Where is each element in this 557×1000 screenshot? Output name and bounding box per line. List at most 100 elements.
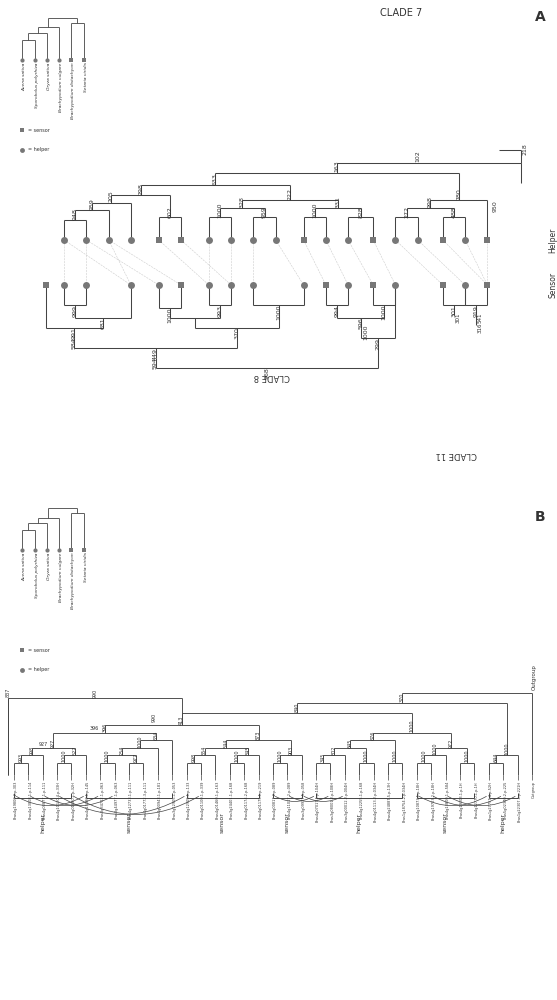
Text: 1000: 1000	[382, 305, 387, 320]
Text: Bras4g19723.2.p-18H: Bras4g19723.2.p-18H	[431, 781, 435, 820]
Text: Sporobolus polyrhiza: Sporobolus polyrhiza	[35, 552, 38, 598]
Text: 1000: 1000	[62, 750, 67, 762]
Text: Bras3g09977.5.p-058: Bras3g09977.5.p-058	[302, 781, 306, 819]
Text: Setaria viridis: Setaria viridis	[84, 62, 87, 93]
Text: Bras4q13008.1.p-114: Bras4q13008.1.p-114	[28, 781, 32, 819]
Text: 331: 331	[335, 196, 340, 208]
Text: Bras3g00012.2.p-004H: Bras3g00012.2.p-004H	[345, 781, 349, 822]
Text: Brachypodium distachyon: Brachypodium distachyon	[71, 552, 75, 609]
Text: 396: 396	[90, 726, 99, 732]
Text: Bras5g02340.2.p-225: Bras5g02340.2.p-225	[503, 781, 507, 819]
Text: 840: 840	[294, 703, 299, 712]
Text: sensor: sensor	[220, 812, 225, 833]
Text: Bras1g18754.2.p-034H: Bras1g18754.2.p-034H	[402, 781, 407, 822]
Text: Bras4g10873.1.p-18H: Bras4g10873.1.p-18H	[417, 781, 421, 820]
Text: 584: 584	[72, 338, 77, 349]
Text: 1000: 1000	[168, 308, 172, 323]
Text: 999: 999	[73, 305, 77, 317]
Text: 837: 837	[6, 688, 11, 697]
Text: = helper: = helper	[28, 147, 49, 152]
Text: Bras4g00877.1.p-111: Bras4g00877.1.p-111	[43, 781, 47, 819]
Text: 676: 676	[370, 731, 375, 740]
Text: 163: 163	[335, 161, 340, 172]
Text: 959: 959	[90, 198, 94, 210]
Text: 205: 205	[109, 191, 114, 202]
Text: helper: helper	[501, 812, 506, 833]
Text: 370: 370	[234, 328, 239, 339]
Text: Outgroup: Outgroup	[532, 664, 537, 690]
Text: 596: 596	[358, 318, 363, 329]
Text: Setaria viridis: Setaria viridis	[84, 552, 87, 582]
Text: 272: 272	[404, 206, 409, 218]
Text: 993: 993	[18, 753, 23, 762]
Text: Bras3g08001.2.p-108H: Bras3g08001.2.p-108H	[330, 781, 335, 822]
Text: Helper: Helper	[549, 227, 557, 253]
Text: 413: 413	[179, 716, 184, 725]
Text: Bras4g07017.1.p-104H: Bras4g07017.1.p-104H	[316, 781, 320, 822]
Text: A: A	[535, 10, 546, 24]
Text: 594: 594	[153, 358, 158, 369]
Text: 488: 488	[452, 206, 456, 218]
Text: Bras4g10130.4.p-33H: Bras4g10130.4.p-33H	[57, 781, 61, 820]
Text: 1000: 1000	[218, 202, 222, 218]
Text: 254: 254	[119, 746, 124, 755]
Text: Bras4g01100.1.p-339: Bras4g01100.1.p-339	[201, 781, 205, 819]
Text: 634: 634	[154, 731, 159, 740]
Text: 1000: 1000	[393, 750, 398, 762]
Text: 998: 998	[30, 746, 35, 755]
Text: Brachypodium vulgare: Brachypodium vulgare	[59, 62, 63, 112]
Text: Brachypodium distachyon: Brachypodium distachyon	[71, 62, 75, 119]
Text: Bras3g12905.1.p-053: Bras3g12905.1.p-053	[172, 781, 176, 819]
Text: Bras4g24887.5.p-13H: Bras4g24887.5.p-13H	[388, 781, 392, 820]
Text: Bras4g12905.1.p-133: Bras4g12905.1.p-133	[187, 781, 190, 819]
Text: 972: 972	[448, 738, 453, 748]
Text: 449: 449	[153, 348, 158, 360]
Text: 1000: 1000	[409, 720, 414, 732]
Text: Bras1g22307.1.p-221H: Bras1g22307.1.p-221H	[517, 781, 521, 822]
Text: 370: 370	[399, 693, 404, 702]
Text: 396: 396	[102, 723, 108, 732]
Text: 780: 780	[456, 188, 461, 200]
Text: 903: 903	[289, 746, 294, 755]
Text: 1000: 1000	[363, 325, 368, 340]
Text: 1000: 1000	[138, 735, 143, 748]
Text: 828: 828	[358, 206, 363, 218]
Text: = sensor: = sensor	[28, 648, 50, 652]
Text: 645: 645	[348, 738, 353, 748]
Text: 602: 602	[168, 206, 172, 218]
Text: 544: 544	[224, 738, 229, 748]
Text: 301: 301	[452, 305, 456, 317]
Text: 1000: 1000	[312, 202, 317, 218]
Text: 328: 328	[240, 196, 245, 208]
Text: 345: 345	[245, 746, 250, 755]
Text: Bras4g01460.1.p-163: Bras4g01460.1.p-163	[216, 781, 219, 819]
Text: 994: 994	[335, 305, 339, 317]
Text: 990: 990	[92, 688, 97, 698]
Text: Sensor: Sensor	[549, 272, 557, 298]
Text: 1000: 1000	[364, 750, 369, 762]
Text: 802: 802	[331, 746, 336, 755]
Text: 968: 968	[265, 367, 269, 379]
Text: 959: 959	[262, 206, 267, 218]
Text: 1000: 1000	[504, 742, 509, 755]
Text: 873: 873	[256, 731, 261, 740]
Text: 1000: 1000	[105, 750, 110, 762]
Text: 950: 950	[493, 201, 498, 213]
Text: = helper: = helper	[28, 668, 49, 673]
Text: 1000: 1000	[276, 305, 281, 320]
Text: 644: 644	[494, 753, 499, 762]
Text: Bras4g01113.2.p-034H: Bras4g01113.2.p-034H	[374, 781, 378, 822]
Text: Bras3g34722.1.p-063: Bras3g34722.1.p-063	[100, 781, 104, 819]
Text: 633: 633	[213, 173, 218, 185]
Text: Bras4g01175.1.p-219: Bras4g01175.1.p-219	[258, 781, 262, 819]
Text: Avena sativa: Avena sativa	[22, 62, 26, 91]
Text: Oryza sativa: Oryza sativa	[47, 62, 51, 90]
Text: CLADE 8: CLADE 8	[254, 372, 291, 381]
Text: 948: 948	[73, 208, 77, 220]
Text: CLADE 11: CLADE 11	[436, 450, 477, 459]
Text: 222: 222	[287, 188, 292, 200]
Text: 927: 927	[51, 738, 56, 748]
Text: helper: helper	[357, 812, 361, 833]
Text: 977: 977	[134, 753, 139, 762]
Text: 990: 990	[152, 713, 157, 722]
